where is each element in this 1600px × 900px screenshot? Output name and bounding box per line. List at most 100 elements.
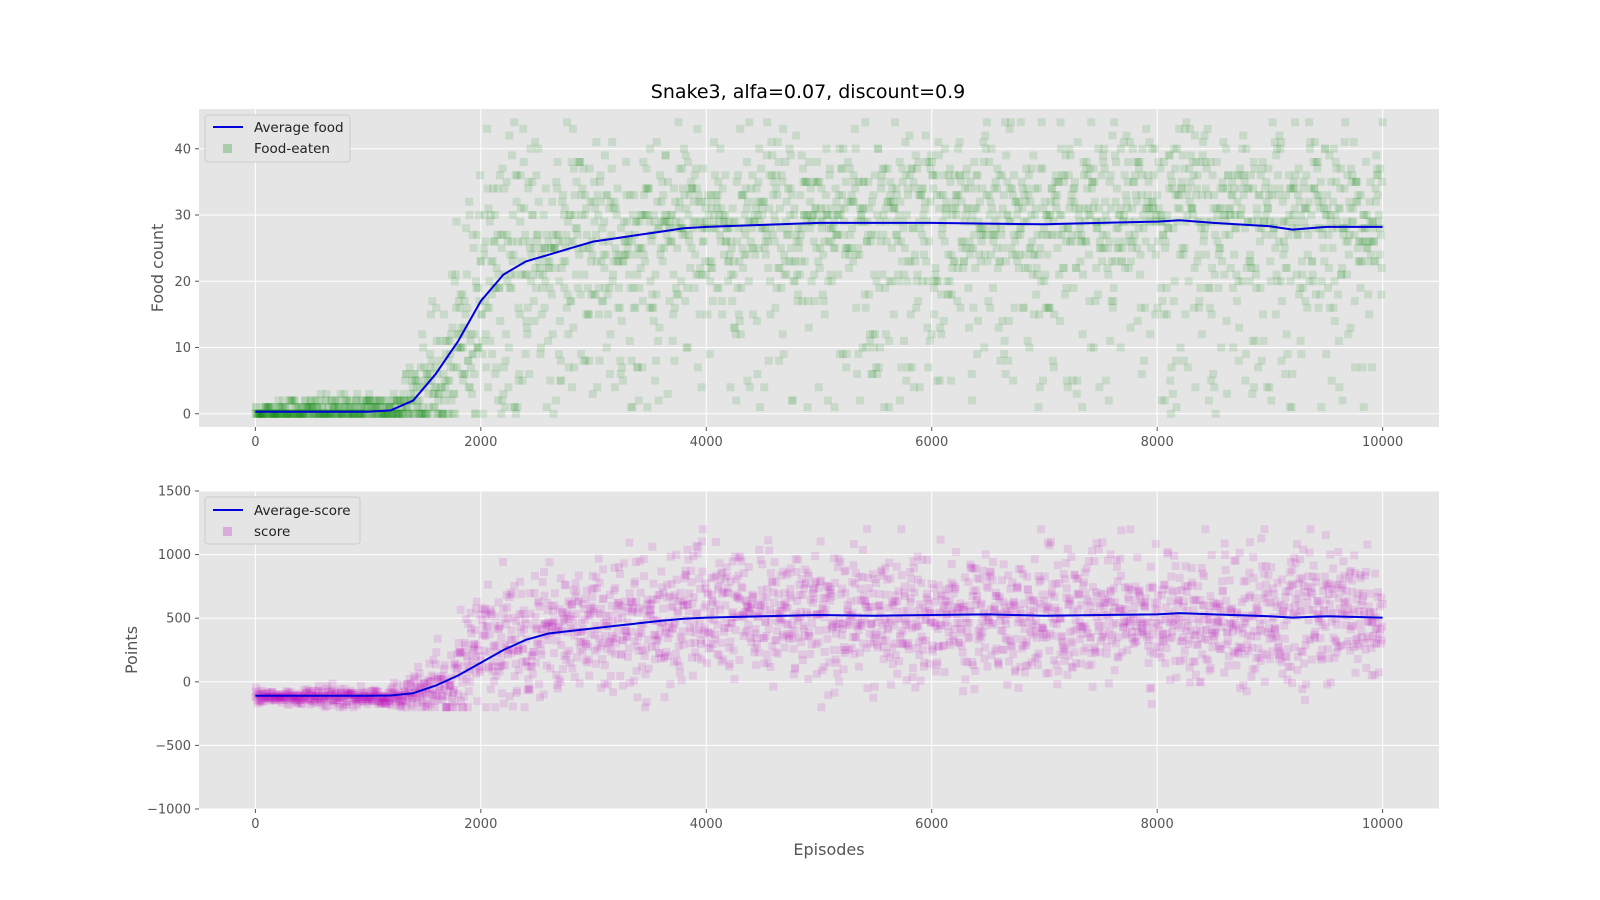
scatter-point (982, 613, 991, 622)
scatter-point (633, 363, 642, 372)
scatter-point (665, 224, 674, 233)
scatter-point (258, 409, 267, 418)
scatter-point (1051, 603, 1060, 612)
scatter-point (333, 688, 342, 697)
scatter-point (1246, 171, 1255, 180)
scatter-point (414, 684, 423, 693)
scatter-point (812, 609, 821, 618)
scatter-point (636, 244, 645, 253)
scatter-point (306, 396, 315, 405)
food-legend-line-label: Average food (254, 120, 344, 136)
scatter-point (961, 244, 970, 253)
scatter-point (1059, 177, 1068, 186)
scatter-point (974, 217, 983, 226)
scatter-point (1229, 623, 1238, 632)
scatter-point (349, 409, 358, 418)
scatter-point (691, 628, 700, 637)
scatter-point (929, 619, 938, 628)
scatter-point (825, 224, 834, 233)
scatter-point (577, 618, 586, 627)
scatter-point (624, 230, 633, 239)
scatter-point (281, 693, 290, 702)
scatter-point (838, 350, 847, 359)
scatter-point (1343, 270, 1352, 279)
scatter-point (1117, 526, 1126, 535)
scatter-point (828, 622, 837, 631)
scatter-point (627, 627, 636, 636)
scatter-point (858, 177, 867, 186)
scatter-point (1200, 230, 1209, 239)
scatter-point (285, 688, 294, 697)
scatter-point (852, 622, 861, 631)
scatter-point (948, 632, 957, 641)
scatter-point (340, 389, 349, 398)
scatter-point (770, 237, 779, 246)
scatter-point (266, 693, 275, 702)
scatter-point (767, 616, 776, 625)
scatter-point (1137, 619, 1146, 628)
scatter-point (1183, 363, 1192, 372)
scatter-point (1160, 580, 1169, 589)
scatter-point (520, 204, 529, 213)
scatter-point (1326, 678, 1335, 687)
scatter-point (1260, 677, 1269, 686)
scatter-point (351, 690, 360, 699)
scatter-point (906, 257, 915, 266)
scatter-point (1176, 636, 1185, 645)
scatter-point (532, 230, 541, 239)
scatter-point (1100, 632, 1109, 641)
scatter-point (983, 612, 992, 621)
scatter-point (1279, 607, 1288, 616)
scatter-point (1367, 363, 1376, 372)
scatter-point (794, 633, 803, 642)
scatter-point (874, 363, 883, 372)
scatter-point (560, 204, 569, 213)
scatter-point (1018, 618, 1027, 627)
scatter-point (595, 634, 604, 643)
scatter-point (1022, 217, 1031, 226)
scatter-point (474, 343, 483, 352)
scatter-point (1120, 171, 1129, 180)
scatter-point (1164, 224, 1173, 233)
scatter-point (617, 317, 626, 325)
scatter-point (331, 689, 340, 698)
scatter-point (877, 568, 886, 577)
scatter-point (403, 403, 412, 412)
scatter-point (256, 409, 265, 418)
scatter-point (552, 230, 561, 239)
scatter-point (1202, 625, 1211, 634)
scatter-point (615, 569, 624, 578)
scatter-point (376, 409, 385, 418)
scatter-point (924, 363, 933, 372)
scatter-point (691, 250, 700, 259)
scatter-point (923, 589, 932, 598)
scatter-point (1129, 614, 1138, 623)
scatter-point (549, 409, 558, 418)
scatter-point (1140, 303, 1149, 312)
scatter-point (802, 211, 811, 219)
scatter-point (734, 594, 743, 603)
scatter-point (1223, 628, 1232, 637)
scatter-point (505, 593, 514, 602)
scatter-point (492, 671, 501, 680)
scatter-point (723, 572, 732, 581)
scatter-point (525, 684, 534, 693)
scatter-point (364, 694, 373, 703)
scatter-point (660, 211, 669, 219)
scatter-point (817, 224, 826, 233)
scatter-point (1285, 582, 1294, 591)
scatter-point (859, 591, 868, 600)
scatter-point (1049, 656, 1058, 665)
scatter-point (453, 343, 462, 352)
scatter-point (453, 664, 462, 673)
scatter-point (1186, 627, 1195, 636)
scatter-point (702, 659, 711, 668)
scatter-point (1288, 565, 1297, 574)
scatter-point (657, 197, 666, 206)
scatter-point (301, 689, 310, 698)
scatter-point (876, 237, 885, 246)
scatter-point (501, 661, 510, 670)
scatter-point (586, 604, 595, 613)
scatter-point (801, 177, 810, 186)
scatter-point (921, 131, 930, 140)
